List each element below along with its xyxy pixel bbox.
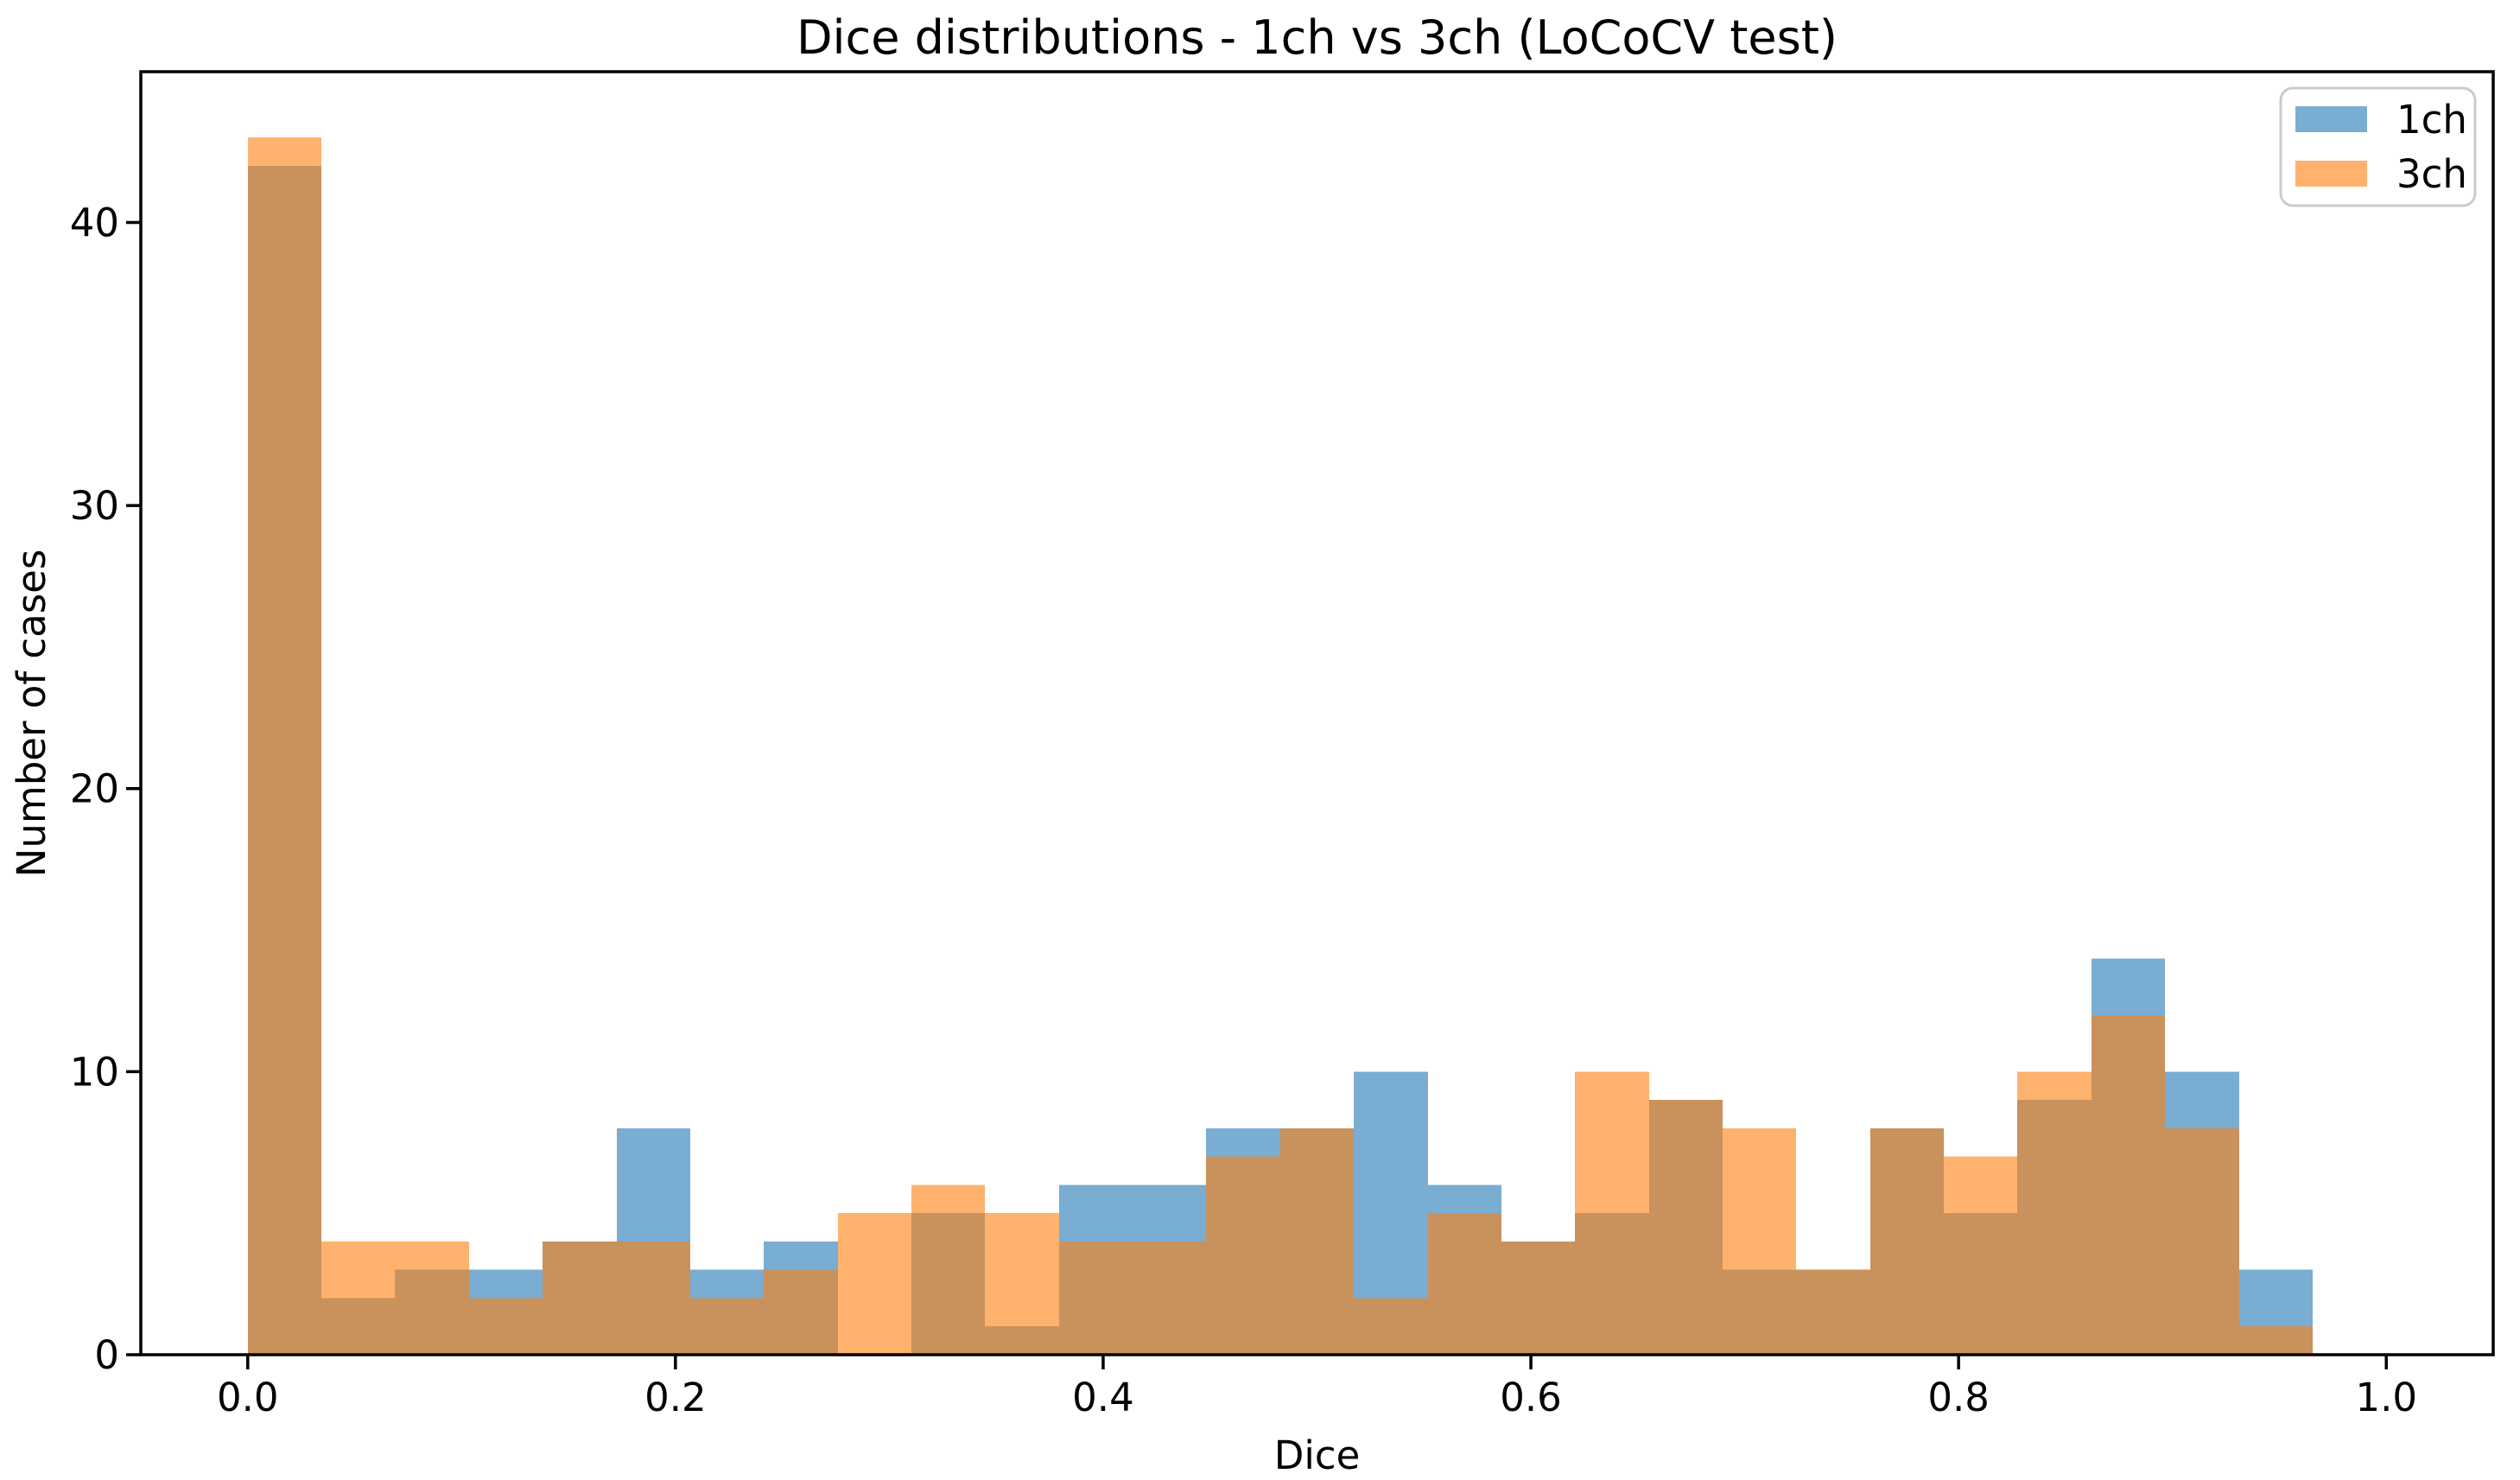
- legend: 1ch 3ch: [2279, 86, 2477, 207]
- bar-3ch-bin25: [2092, 1014, 2165, 1355]
- x-tick-label-0.4: 0.4: [1072, 1375, 1134, 1420]
- bar-3ch-bin3: [469, 1298, 543, 1355]
- x-tick-label-0.2: 0.2: [644, 1375, 707, 1420]
- x-tick-label-0.0: 0.0: [217, 1375, 279, 1420]
- bar-3ch-bin20: [1723, 1127, 1796, 1355]
- bar-3ch-bin12: [1133, 1241, 1206, 1355]
- y-axis-label: Number of cases: [9, 549, 54, 878]
- y-tick-label-10: 10: [70, 1049, 119, 1095]
- bar-3ch-bin1: [321, 1241, 395, 1355]
- bar-3ch-bin27: [2239, 1326, 2313, 1355]
- x-tick-label-0.8: 0.8: [1927, 1375, 1990, 1420]
- chart-title: Dice distributions - 1ch vs 3ch (LoCoCV …: [797, 10, 1838, 65]
- legend-swatch-1ch: [2295, 106, 2367, 132]
- bar-3ch-bin8: [838, 1213, 911, 1355]
- bar-3ch-bin7: [764, 1269, 838, 1355]
- bar-3ch-bin2: [395, 1241, 469, 1355]
- bar-3ch-bin13: [1206, 1156, 1280, 1355]
- bar-3ch-bin18: [1575, 1071, 1649, 1355]
- x-tick-label-0.6: 0.6: [1500, 1375, 1562, 1420]
- legend-label-3ch: 3ch: [2396, 151, 2467, 197]
- axis-ticks: 0.0 0.2 0.4 0.6 0.8 1.0 0 10 20 30 40: [70, 200, 2417, 1420]
- bar-3ch-bin14: [1280, 1127, 1354, 1355]
- bar-3ch-bin4: [543, 1241, 617, 1355]
- bar-3ch-bin21: [1796, 1269, 1870, 1355]
- series-3ch-bars: [248, 137, 2313, 1356]
- bar-3ch-bin6: [690, 1298, 764, 1355]
- bar-3ch-bin15: [1354, 1298, 1428, 1355]
- bar-3ch-bin19: [1649, 1100, 1723, 1355]
- legend-swatch-3ch: [2295, 161, 2367, 187]
- x-axis-label: Dice: [1274, 1432, 1361, 1477]
- bar-3ch-bin23: [1944, 1156, 2017, 1355]
- y-tick-label-30: 30: [70, 483, 119, 529]
- legend-label-1ch: 1ch: [2396, 97, 2467, 143]
- bar-3ch-bin11: [1059, 1241, 1133, 1355]
- bar-3ch-bin17: [1501, 1241, 1575, 1355]
- bar-3ch-bin5: [617, 1241, 690, 1355]
- x-tick-label-1.0: 1.0: [2355, 1375, 2417, 1420]
- y-tick-label-20: 20: [70, 766, 119, 812]
- bar-3ch-bin24: [2017, 1071, 2092, 1355]
- bar-3ch-bin26: [2165, 1127, 2239, 1355]
- bar-3ch-bin22: [1870, 1127, 1944, 1355]
- y-tick-label-40: 40: [70, 200, 119, 245]
- bar-3ch-bin10: [985, 1213, 1059, 1355]
- bar-3ch-bin16: [1428, 1213, 1501, 1355]
- bar-3ch-bin9: [911, 1185, 985, 1355]
- bar-3ch-bin0: [248, 137, 321, 1356]
- axes-border: [139, 70, 2495, 1356]
- y-tick-label-0: 0: [94, 1332, 119, 1378]
